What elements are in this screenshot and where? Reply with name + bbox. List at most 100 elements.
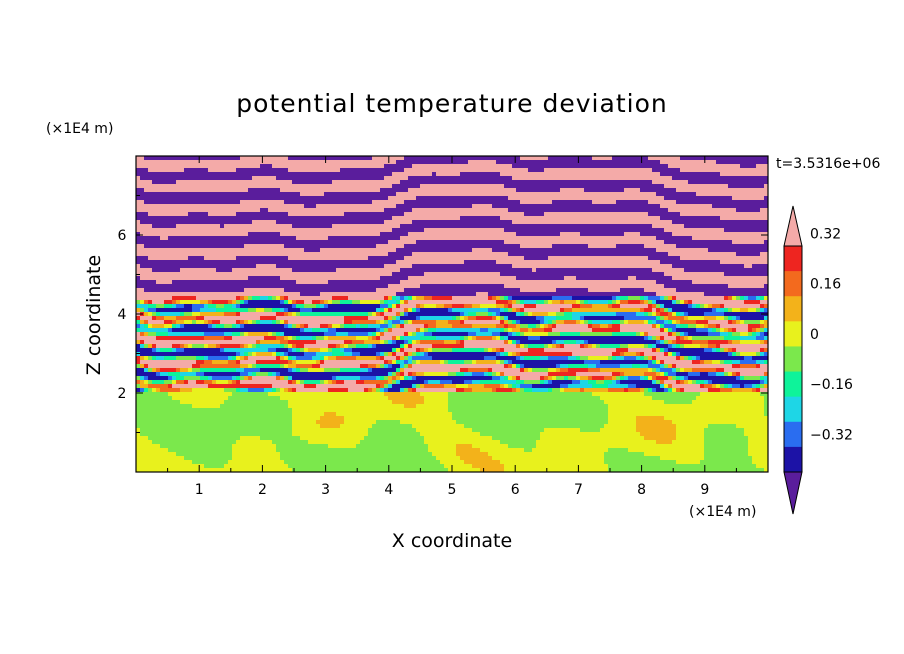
field-cell [676, 368, 681, 373]
field-cell [684, 312, 689, 317]
field-cell [716, 160, 768, 165]
field-cell [604, 400, 665, 405]
field-cell [664, 364, 669, 369]
field-cell [724, 316, 729, 321]
field-cell [416, 348, 421, 353]
field-cell [272, 372, 277, 377]
field-cell [700, 384, 705, 389]
field-cell [656, 388, 665, 393]
field-cell [248, 364, 253, 369]
field-cell [548, 300, 553, 305]
field-cell [552, 380, 573, 385]
field-cell [588, 324, 593, 329]
field-cell [380, 340, 385, 345]
field-cell [648, 312, 653, 317]
field-cell [248, 188, 281, 193]
field-cell [504, 384, 509, 389]
field-cell [284, 356, 289, 361]
field-cell [252, 320, 257, 325]
field-cell [136, 276, 141, 281]
field-cell [328, 300, 333, 305]
field-cell [744, 320, 761, 325]
field-cell [564, 312, 573, 317]
field-cell [232, 448, 277, 453]
field-cell [344, 324, 357, 329]
field-cell [560, 332, 581, 337]
field-cell [508, 304, 513, 309]
field-cell [320, 324, 329, 329]
field-cell [624, 372, 645, 377]
field-cell [736, 252, 761, 257]
field-cell [456, 420, 609, 425]
field-cell [136, 304, 149, 309]
field-cell [384, 300, 389, 305]
field-cell [404, 388, 409, 393]
field-cell [152, 348, 157, 353]
field-cell [308, 440, 361, 445]
field-cell [500, 440, 537, 445]
field-cell [676, 324, 681, 329]
field-cell [612, 304, 621, 309]
field-cell [672, 276, 768, 281]
field-cell [368, 256, 405, 261]
field-cell [736, 424, 768, 429]
field-cell [468, 368, 489, 373]
field-cell [288, 320, 345, 325]
field-cell [440, 460, 465, 465]
field-cell [216, 324, 225, 329]
field-cell [416, 304, 421, 309]
field-cell [488, 296, 493, 301]
field-cell [684, 356, 689, 361]
field-cell [752, 264, 768, 269]
field-cell [284, 324, 289, 329]
field-cell [680, 376, 685, 381]
field-cell [368, 364, 377, 369]
field-cell [224, 224, 293, 229]
field-cell [508, 328, 513, 333]
field-cell [520, 300, 525, 305]
field-cell [700, 344, 709, 349]
field-cell [148, 256, 189, 261]
field-cell [400, 356, 405, 361]
field-cell [492, 332, 501, 337]
field-cell [572, 316, 581, 321]
field-cell [644, 452, 705, 457]
field-cell [452, 304, 465, 309]
field-cell [184, 320, 193, 325]
field-cell [584, 344, 589, 349]
field-cell [488, 368, 493, 373]
field-cell [764, 404, 768, 409]
field-cell [244, 352, 249, 357]
field-cell [500, 360, 505, 365]
field-cell [296, 360, 317, 365]
field-cell [384, 352, 389, 357]
field-cell [608, 304, 613, 309]
field-cell [296, 336, 301, 341]
field-cell [620, 296, 629, 301]
field-cell [564, 320, 577, 325]
field-cell [404, 156, 521, 161]
field-cell [508, 444, 537, 449]
field-cell [548, 372, 577, 377]
field-cell [256, 308, 265, 313]
field-cell [672, 376, 677, 381]
field-cell [644, 244, 677, 249]
field-cell [492, 204, 661, 209]
colorbar-tick-label: 0 [810, 327, 819, 343]
field-cell [656, 360, 661, 365]
field-cell [220, 320, 237, 325]
field-cell [764, 184, 768, 189]
field-cell [268, 296, 273, 301]
field-cell [504, 320, 509, 325]
field-cell [764, 348, 768, 353]
field-cell [392, 400, 425, 405]
field-cell [172, 348, 177, 353]
field-cell [404, 376, 409, 381]
chart-title: potential temperature deviation [236, 89, 667, 118]
field-cell [288, 368, 293, 373]
field-cell [520, 332, 525, 337]
field-cell [560, 364, 569, 369]
field-cell [720, 172, 768, 177]
field-cell [344, 316, 369, 321]
field-cell [616, 348, 629, 353]
